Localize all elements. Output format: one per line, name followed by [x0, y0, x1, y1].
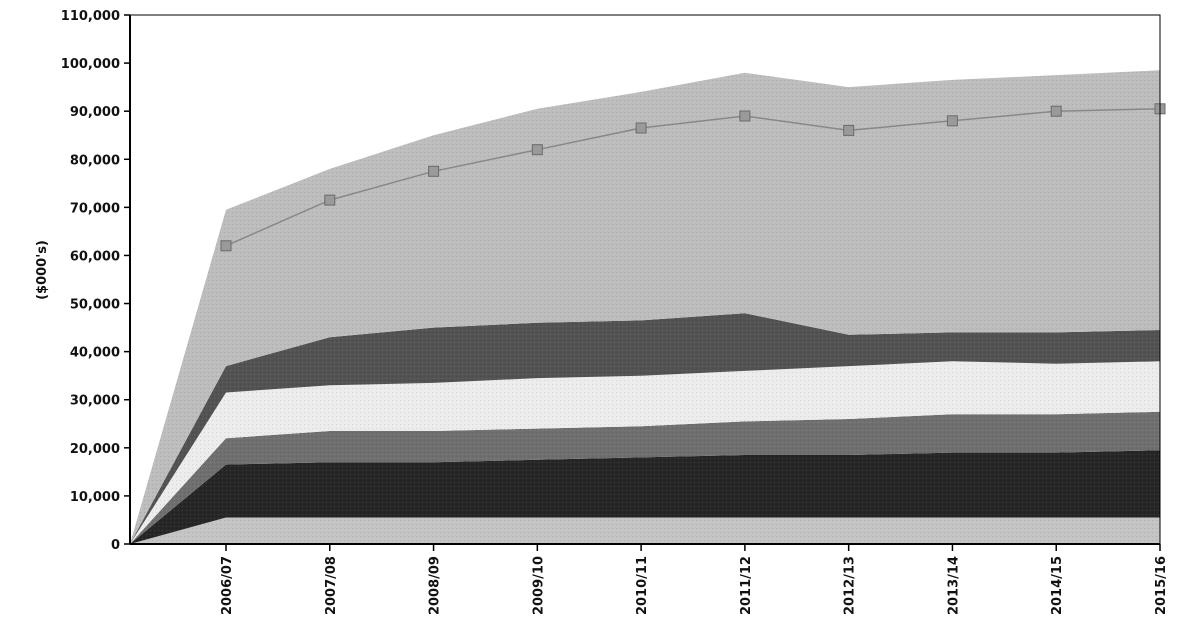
y-tick-label: 110,000 [61, 9, 120, 24]
y-tick-label: 60,000 [70, 249, 120, 264]
y-tick-label: 40,000 [70, 346, 120, 361]
x-tick-label: 2009/10 [531, 556, 546, 615]
area-series-5-texture [130, 313, 1160, 544]
areas-layer [130, 70, 1160, 545]
x-tick-label: 2015/16 [1154, 556, 1169, 615]
x-tick-label: 2008/09 [428, 556, 443, 615]
line-layer [220, 103, 1166, 252]
line-series [225, 108, 1161, 247]
area-series-4-texture [130, 361, 1160, 544]
x-tick-label: 2007/08 [324, 556, 339, 615]
y-tick-label: 70,000 [70, 201, 120, 216]
y-tick-label: 0 [111, 538, 120, 553]
line-point [220, 240, 232, 252]
area-series-1-texture [130, 517, 1160, 544]
line-point [324, 194, 336, 206]
line-point [739, 110, 751, 122]
x-tick-label: 2014/15 [1050, 556, 1065, 615]
x-tick-label: 2011/12 [739, 556, 754, 615]
x-tick-label: 2012/13 [843, 556, 858, 615]
area-series-6-texture [130, 70, 1160, 545]
y-tick-label: 90,000 [70, 105, 120, 120]
area-series-3-texture [130, 411, 1160, 544]
x-tick-label: 2013/14 [946, 556, 961, 615]
x-tick-label: 2006/07 [220, 556, 235, 615]
y-tick-label: 80,000 [70, 153, 120, 168]
line-point [843, 124, 855, 136]
y-axis-title: ($000's) [35, 240, 50, 300]
y-tick-label: 100,000 [61, 57, 120, 72]
y-tick-label: 20,000 [70, 442, 120, 457]
line-point [531, 144, 543, 156]
line-point [635, 122, 647, 134]
line-point [1050, 105, 1062, 117]
y-tick-label: 30,000 [70, 394, 120, 409]
x-tick-label: 2010/11 [635, 556, 650, 615]
line-point [946, 115, 958, 127]
axes-layer: 0 10,000 20,000 30,000 40,000 50,000 60,000 70,… [61, 9, 1169, 615]
y-tick-label: 10,000 [70, 490, 120, 505]
area-series-2-texture [130, 450, 1160, 544]
line-point [428, 165, 440, 177]
y-tick-label: 50,000 [70, 298, 120, 313]
